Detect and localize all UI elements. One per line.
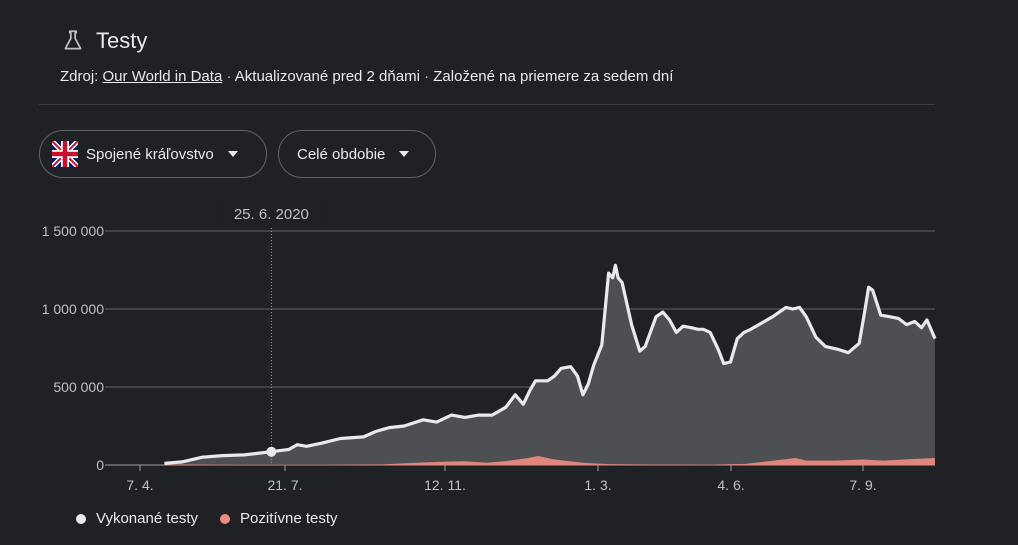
legend-item-tests[interactable]: Vykonané testy — [76, 510, 198, 527]
x-tick-label: 21. 7. — [267, 477, 302, 493]
country-label: Spojené kráľovstvo — [86, 145, 214, 163]
header-divider — [39, 104, 935, 105]
hover-point — [266, 446, 277, 457]
date-tooltip: 25. 6. 2020 — [234, 206, 309, 223]
updated-text: Aktualizované pred 2 dňami — [234, 68, 420, 85]
date-tooltip-bg — [217, 198, 326, 228]
tests-area — [164, 265, 935, 465]
separator: · — [424, 68, 430, 85]
source-line: Zdroj: Our World in Data · Aktualizované… — [60, 68, 673, 85]
y-tick-label: 1 000 000 — [42, 301, 104, 317]
tests-chart[interactable]: 0 500 000 1 000 000 1 500 000 7. 4. 21. 7. 12.… — [0, 190, 1018, 500]
tests-line — [164, 263, 937, 465]
x-tick-label: 4. 6. — [717, 477, 744, 493]
legend-item-positive[interactable]: Pozitívne testy — [220, 510, 338, 527]
flask-icon — [64, 30, 82, 50]
y-tick-label: 500 000 — [53, 379, 104, 395]
basis-text: Založené na priemere za sedem dní — [433, 68, 674, 85]
page-title: Testy — [96, 28, 148, 53]
chart-header: Testy — [60, 28, 147, 54]
x-tick-label: 7. 9. — [849, 477, 876, 493]
country-selector[interactable]: Spojené kráľovstvo — [39, 130, 267, 178]
positive-area — [164, 456, 935, 465]
y-tick-label: 1 500 000 — [42, 223, 104, 239]
dropdown-arrow-icon — [399, 151, 410, 157]
source-link[interactable]: Our World in Data — [102, 68, 223, 85]
legend-label-positive: Pozitívne testy — [240, 510, 338, 527]
dropdown-arrow-icon — [227, 151, 238, 157]
x-tick-label: 1. 3. — [584, 477, 611, 493]
legend-label-tests: Vykonané testy — [96, 510, 199, 527]
separator: · — [226, 68, 232, 85]
y-tick-label: 0 — [96, 457, 104, 473]
period-label: Celé obdobie — [297, 145, 386, 163]
uk-flag-icon — [52, 141, 78, 167]
legend-dot-tests — [76, 513, 86, 524]
legend-dot-positive — [220, 513, 231, 524]
period-selector[interactable]: Celé obdobie — [278, 130, 436, 178]
source-prefix: Zdroj: — [60, 68, 99, 85]
chart-legend: Vykonané testy Pozitívne testy — [76, 510, 338, 527]
x-tick-label: 12. 11. — [424, 477, 466, 493]
x-tick-label: 7. 4. — [126, 477, 153, 493]
